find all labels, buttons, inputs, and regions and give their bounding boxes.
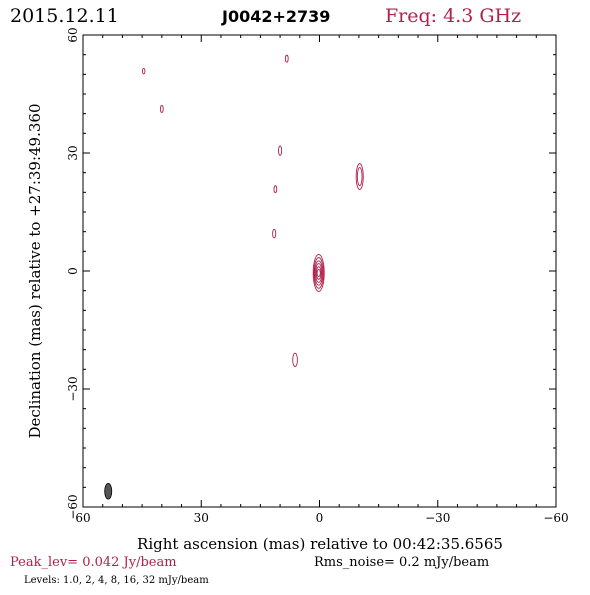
y-tick-label: 30 xyxy=(66,145,80,160)
source-component xyxy=(278,145,283,156)
contour-line xyxy=(312,254,325,292)
contour-line xyxy=(316,268,321,277)
source-component xyxy=(160,104,164,113)
y-tick-labels: 60 30 0 −30 −60 xyxy=(66,27,80,519)
y-tick-label: 0 xyxy=(66,267,80,275)
source-name: J0042+2739 xyxy=(221,7,330,26)
contour-line xyxy=(314,260,324,286)
tick-marks xyxy=(82,34,557,508)
x-tick-label: 0 xyxy=(316,511,324,525)
beam-ellipse xyxy=(104,482,113,500)
contour-line xyxy=(273,185,278,194)
source-component xyxy=(312,254,325,292)
contour-line xyxy=(284,54,289,63)
x-tick-label: 60 xyxy=(75,511,90,525)
contour-line xyxy=(356,167,363,187)
y-axis-label: Declination (mas) relative to +27:39:49.… xyxy=(26,103,44,438)
plot-frame xyxy=(82,34,557,508)
contour-line xyxy=(160,104,164,113)
contour-line xyxy=(313,257,324,289)
x-tick-labels: 60 30 0 −30 −60 xyxy=(75,511,568,525)
y-tick-label: −30 xyxy=(66,376,80,401)
contour-line xyxy=(315,266,322,280)
x-axis-label: Right ascension (mas) relative to 00:42:… xyxy=(137,535,503,553)
x-tick-label: −30 xyxy=(425,511,450,525)
contour-line xyxy=(292,352,298,368)
source-component xyxy=(273,185,278,194)
contour-line xyxy=(272,228,277,239)
rms-noise: Rms_noise= 0.2 mJy/beam xyxy=(314,555,489,570)
frequency-label: Freq: 4.3 GHz xyxy=(385,5,521,27)
contour-levels: Levels: 1.0, 2, 4, 8, 16, 32 mJy/beam xyxy=(24,575,209,586)
y-tick-label: 60 xyxy=(66,27,80,42)
peak-level: Peak_lev= 0.042 Jy/beam xyxy=(10,555,177,570)
beam-layer xyxy=(104,482,113,500)
source-component xyxy=(284,54,289,63)
contour-line xyxy=(355,163,364,191)
source-component xyxy=(272,228,277,239)
x-tick-label: 30 xyxy=(194,511,209,525)
observation-date: 2015.12.11 xyxy=(10,5,119,27)
source-component xyxy=(292,352,298,368)
contour-line xyxy=(278,145,283,156)
x-tick-label: −60 xyxy=(543,511,568,525)
source-component xyxy=(355,163,364,191)
contour-line xyxy=(315,263,323,283)
contour-line xyxy=(142,67,146,75)
y-tick-label: −60 xyxy=(66,494,80,519)
source-component xyxy=(142,67,146,75)
contour-layer xyxy=(142,54,364,368)
